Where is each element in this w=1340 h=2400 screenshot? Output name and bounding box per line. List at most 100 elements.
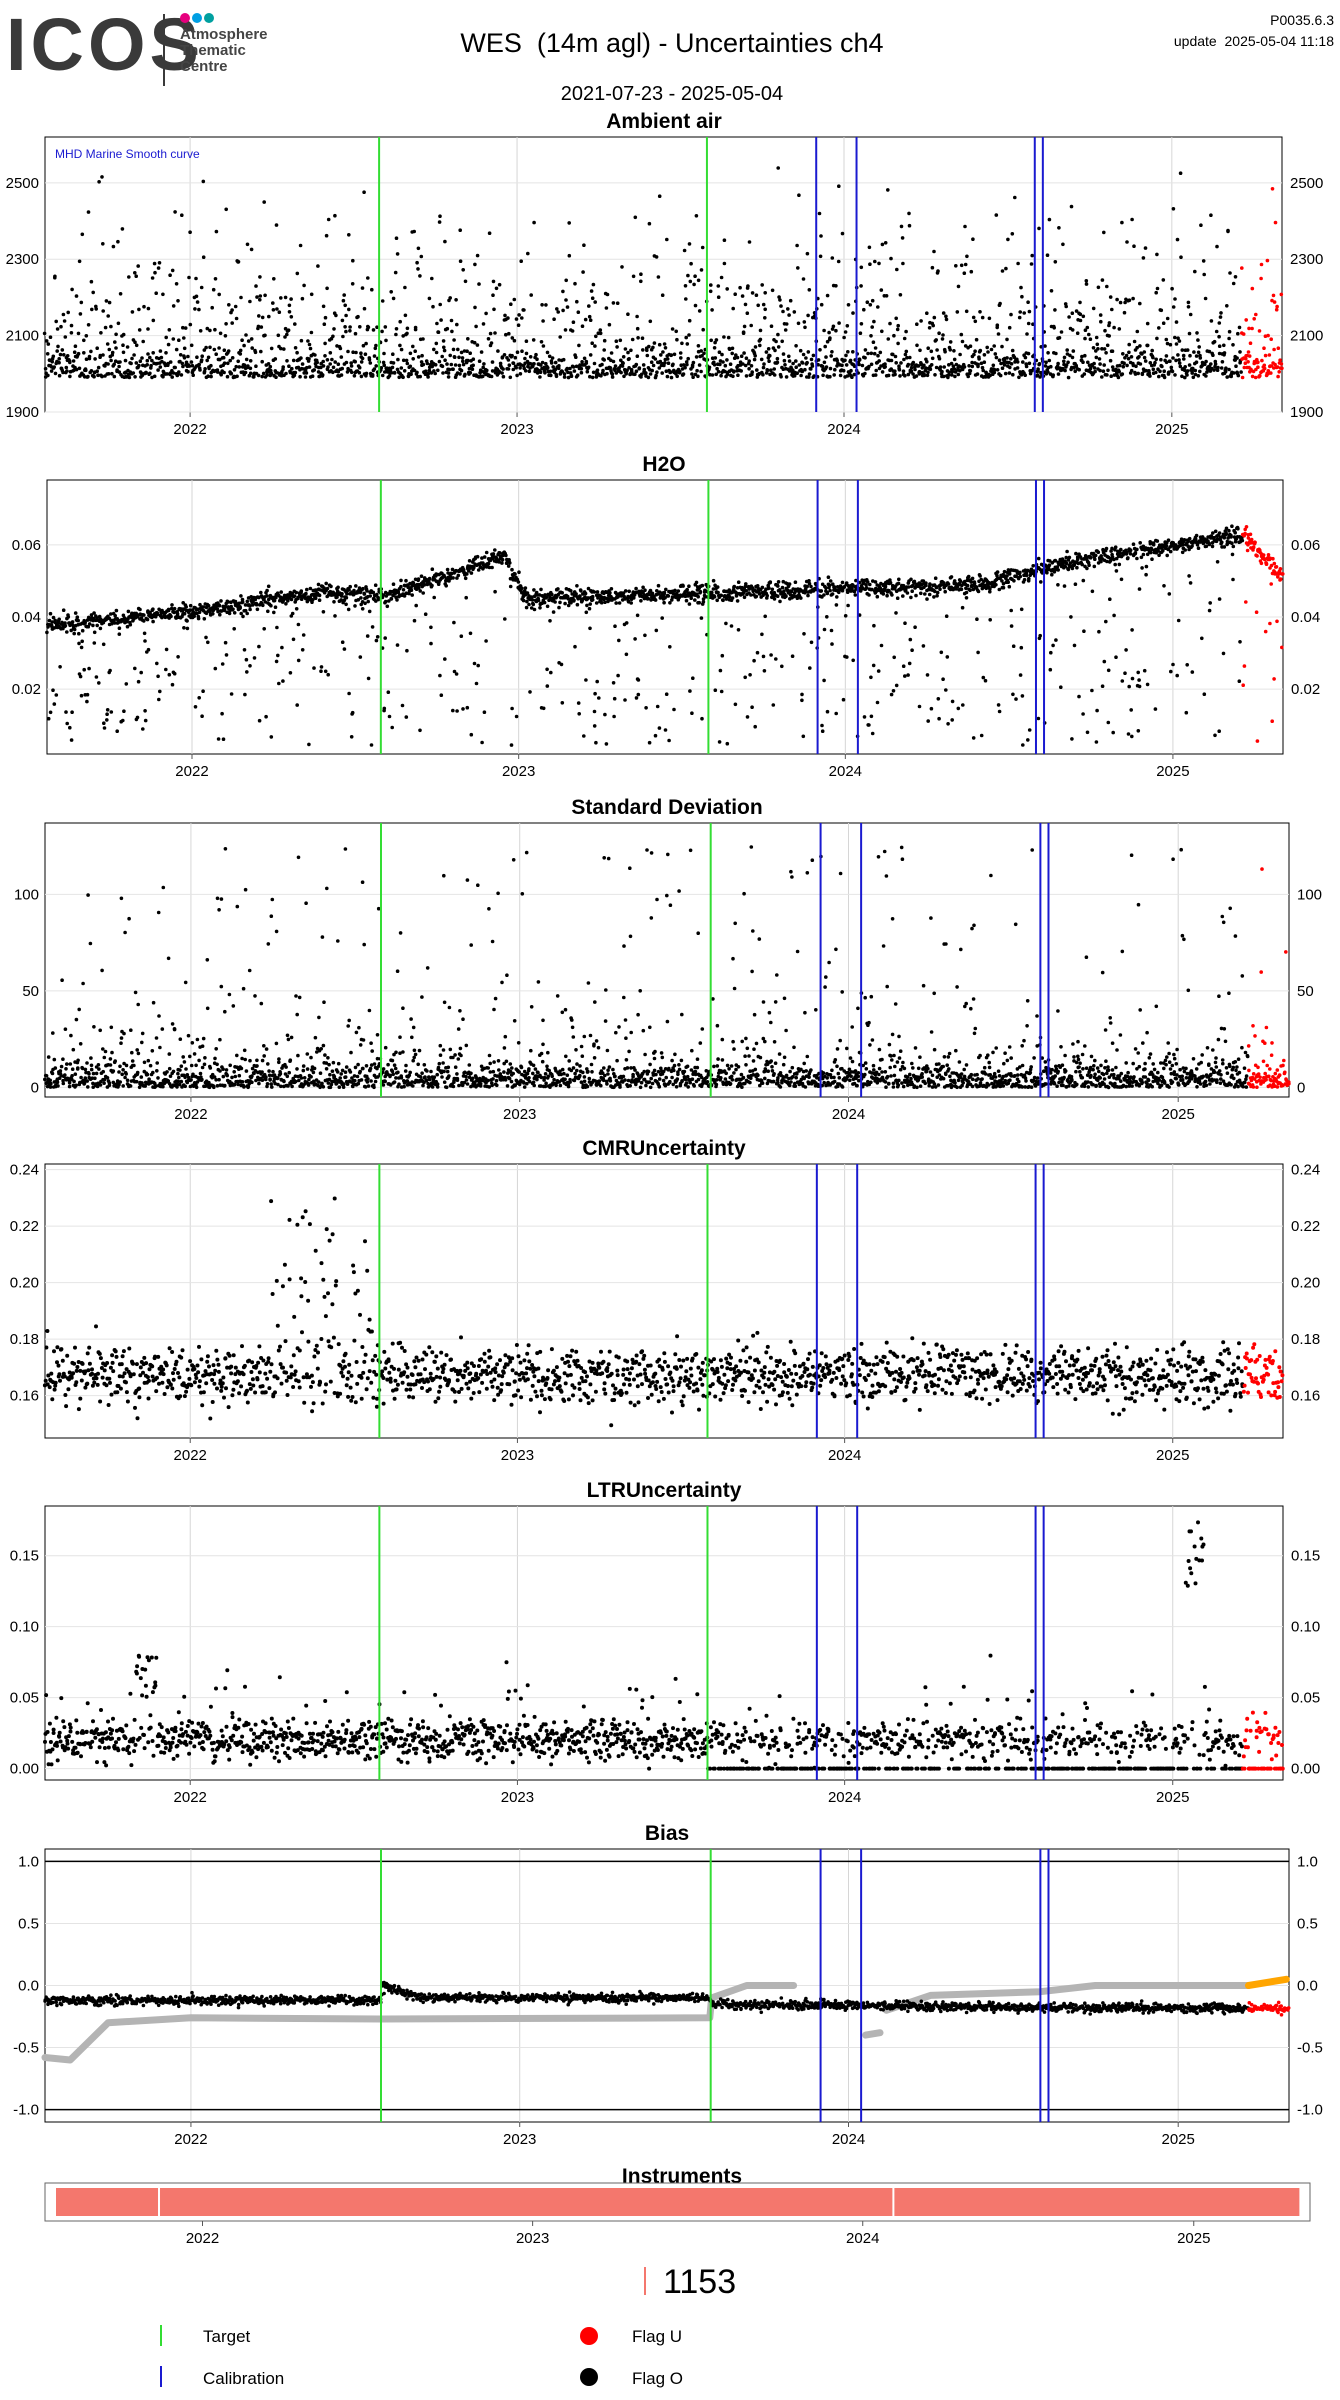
flag-o-point — [412, 618, 417, 623]
flag-o-point — [197, 696, 201, 700]
flag-o-point — [104, 299, 109, 303]
flag-o-point — [1186, 305, 1191, 309]
org-line-2: Thematic — [180, 42, 246, 59]
flag-o-point — [176, 655, 180, 659]
flag-o-point — [1119, 547, 1123, 552]
flag-o-point — [852, 372, 857, 377]
date-range: 2021-07-23 - 2025-05-04 — [561, 83, 783, 105]
flag-o-point — [194, 294, 199, 299]
flag-o-point — [1031, 564, 1035, 568]
flag-o-point — [799, 596, 803, 600]
flag-o-point — [803, 367, 807, 372]
flag-o-point — [721, 360, 725, 364]
flag-o-point — [45, 352, 50, 356]
flag-o-point — [366, 676, 371, 681]
flag-o-point — [694, 580, 699, 585]
flag-o-point — [436, 330, 441, 335]
flag-o-point — [760, 632, 764, 637]
flag-o-point — [544, 303, 548, 307]
flag-o-point — [1120, 220, 1124, 225]
flag-o-point — [787, 359, 792, 363]
flag-o-point — [610, 375, 615, 379]
flag-o-point — [691, 360, 696, 365]
flag-o-point — [450, 329, 454, 334]
flag-o-point — [801, 352, 806, 357]
flag-o-point — [87, 622, 92, 626]
flag-o-point — [841, 368, 846, 373]
flag-o-point — [332, 327, 336, 331]
flag-o-point — [805, 584, 809, 589]
flag-o-point — [662, 600, 666, 605]
flag-o-point — [279, 296, 283, 300]
flag-o-point — [1148, 374, 1152, 378]
flag-o-point — [469, 571, 474, 575]
flag-o-point — [922, 372, 926, 377]
flag-o-point — [745, 286, 750, 290]
flag-o-point — [309, 330, 314, 335]
flag-o-point — [995, 368, 1000, 372]
flag-o-point — [953, 374, 957, 379]
flag-o-point — [404, 578, 408, 583]
flag-o-point — [257, 718, 262, 723]
flag-o-point — [351, 350, 355, 355]
flag-o-point — [76, 351, 81, 356]
flag-o-point — [170, 268, 175, 273]
flag-o-point — [1212, 339, 1217, 344]
flag-o-point — [872, 351, 877, 356]
flag-o-point — [382, 706, 387, 711]
flag-o-point — [825, 591, 830, 596]
flag-o-point — [82, 338, 86, 343]
flag-o-point — [47, 358, 52, 362]
flag-o-point — [895, 327, 900, 332]
flag-o-point — [686, 356, 690, 361]
flag-o-point — [610, 372, 615, 376]
flag-o-point — [124, 682, 129, 686]
flag-o-point — [1001, 585, 1006, 590]
flag-o-point — [725, 287, 729, 291]
flag-o-point — [256, 324, 261, 329]
flag-o-point — [374, 364, 379, 368]
flag-o-point — [1132, 339, 1137, 344]
flag-o-point — [1130, 628, 1134, 632]
flag-o-point — [459, 634, 464, 638]
flag-o-point — [482, 362, 486, 366]
flag-o-point — [1114, 655, 1118, 659]
flag-o-point — [653, 733, 658, 738]
flag-o-point — [648, 372, 653, 376]
flag-o-point — [579, 370, 584, 375]
panel-title-ambient: Ambient air — [606, 110, 722, 133]
flag-o-point — [157, 261, 162, 265]
flag-o-point — [969, 580, 974, 584]
flag-o-point — [933, 576, 938, 580]
flag-o-point — [888, 321, 892, 326]
flag-o-point — [540, 360, 545, 365]
flag-o-point — [173, 210, 177, 214]
flag-o-point — [489, 374, 494, 379]
flag-o-point — [181, 325, 185, 330]
flag-o-point — [185, 619, 189, 623]
flag-o-point — [332, 600, 336, 604]
flag-o-point — [215, 368, 220, 372]
flag-o-point — [817, 211, 822, 216]
flag-o-point — [156, 368, 160, 372]
flag-o-point — [929, 349, 934, 354]
flag-o-point — [484, 311, 488, 316]
flag-o-point — [342, 293, 347, 297]
flag-o-point — [1018, 574, 1023, 579]
flag-o-point — [732, 584, 737, 589]
flag-o-point — [1102, 659, 1107, 664]
flag-o-point — [1158, 369, 1162, 374]
flag-o-point — [1019, 285, 1023, 290]
flag-o-point — [504, 553, 508, 558]
flag-o-point — [595, 368, 600, 373]
flag-o-point — [125, 345, 130, 349]
flag-o-point — [699, 369, 703, 374]
flag-o-point — [238, 348, 243, 353]
flag-o-point — [348, 325, 352, 329]
flag-o-point — [422, 583, 427, 587]
flag-o-point — [220, 662, 225, 666]
flag-o-point — [465, 349, 469, 354]
flag-o-point — [204, 345, 208, 350]
flag-o-point — [820, 364, 825, 369]
flag-o-point — [458, 259, 463, 264]
